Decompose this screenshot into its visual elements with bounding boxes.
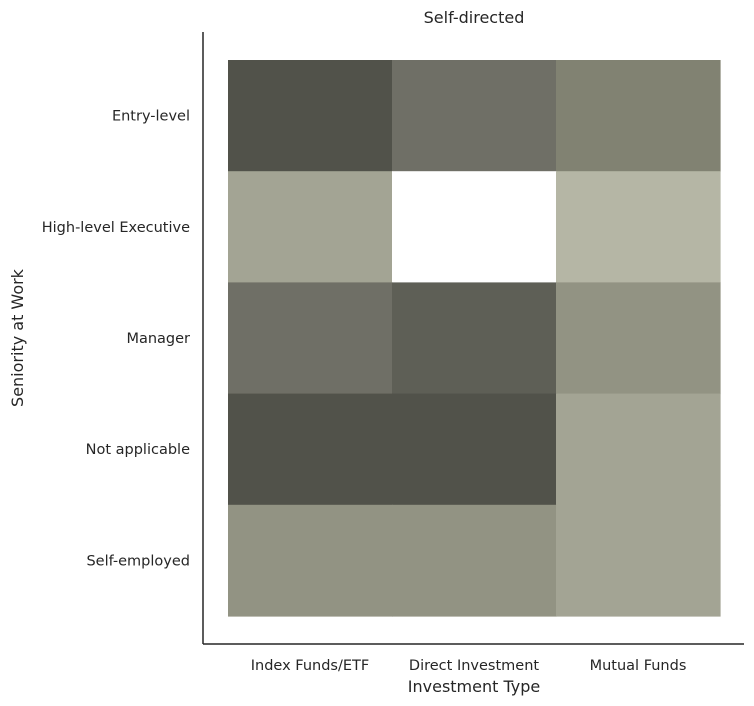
x-axis-label: Investment Type [408,677,540,696]
heatmap-cell [556,60,721,172]
heatmap-cell [392,282,557,395]
heatmap-cell [228,282,393,395]
heatmap-cell [392,171,557,283]
x-tick-label: Index Funds/ETF [251,658,369,674]
y-tick-label: Manager [126,331,190,347]
heatmap-cell [556,393,721,506]
x-tick-labels: Index Funds/ETF Direct Investment Mutual F… [251,658,687,674]
heatmap-cell [392,60,557,172]
y-tick-labels: Entry-level High-level Executive Manager No… [42,109,190,570]
heatmap-cell [228,393,393,506]
y-tick-label: Not applicable [86,442,190,458]
heatmap-cells [228,60,721,617]
y-axis-label: Seniority at Work [8,268,27,407]
heatmap-cell [556,282,721,395]
heatmap-cell [228,60,393,172]
heatmap-cell [228,504,393,617]
heatmap-cell [556,504,721,617]
y-tick-label: Entry-level [112,109,190,125]
heatmap-cell [556,171,721,283]
y-tick-label: Self-employed [86,553,190,569]
x-tick-label: Mutual Funds [590,658,687,674]
heatmap-cell [392,393,557,506]
x-tick-label: Direct Investment [409,658,539,674]
heatmap-cell [392,504,557,617]
heatmap-cell [228,171,393,283]
chart-title: Self-directed [424,8,525,27]
y-tick-label: High-level Executive [42,220,190,236]
